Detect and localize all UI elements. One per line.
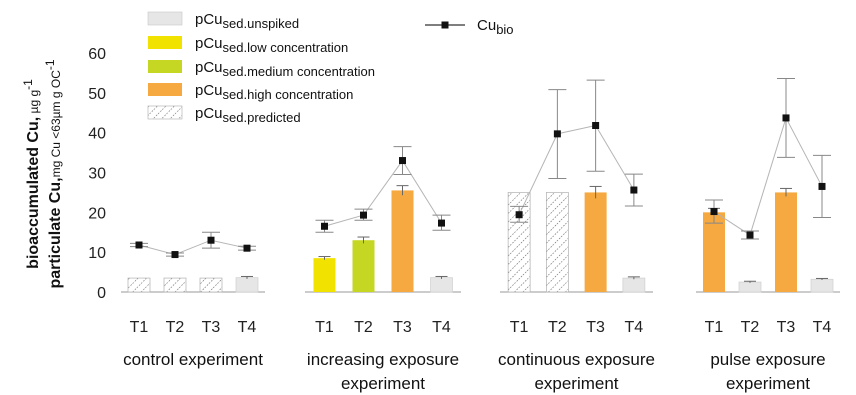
bar-high [703, 212, 725, 292]
legend-item-medium: pCused.medium concentration [148, 59, 375, 79]
y-axis-label-line1: bioaccumulated Cu, µg g-1 [21, 79, 42, 269]
cubio-line [138, 239, 248, 256]
cubio-marker [515, 211, 523, 219]
x-tick-label: T4 [238, 319, 257, 336]
cubio-marker [243, 244, 251, 252]
bar-unspiked [810, 278, 834, 293]
x-tick-label: T2 [741, 319, 760, 336]
bar-predicted [127, 277, 151, 293]
legend-swatch-medium [148, 60, 182, 73]
y-tick-label: 40 [88, 126, 106, 143]
bar-high [584, 192, 607, 292]
y-axis-label: bioaccumulated Cu, µg g-1 particulate Cu… [21, 59, 64, 288]
x-tick-label: T1 [510, 319, 529, 336]
y-axis: 0 10 20 30 40 50 60 [88, 46, 106, 302]
cubio-marker [171, 251, 179, 259]
legend: pCused.unspiked pCused.low concentration… [147, 11, 514, 125]
legend-item-high: pCused.high concentration [148, 82, 353, 102]
bar-predicted [199, 277, 223, 293]
x-tick-label: T2 [354, 319, 373, 336]
plot-area: T1 T2 T3 T4 control experiment T1 T2 T3 T4 increa… [121, 77, 840, 393]
x-tick-label: T1 [130, 319, 149, 336]
legend-marker-cubio [441, 21, 449, 29]
y-tick-label: 50 [88, 86, 106, 103]
cubio-marker [818, 182, 826, 190]
cubio-line [713, 116, 823, 236]
cubio-marker [746, 231, 754, 239]
bar-predicted [507, 192, 531, 293]
cubio-line [518, 124, 635, 215]
x-tick-label: T2 [548, 319, 567, 336]
cubio-marker [592, 121, 600, 129]
group-label-line2: experiment [341, 374, 425, 393]
group-3: T1 T2 T3 T4 pulse exposure experiment [696, 77, 840, 393]
x-tick-label: T3 [586, 319, 605, 336]
x-tick-label: T1 [315, 319, 334, 336]
x-tick-label: T3 [777, 319, 796, 336]
bar-unspiked [430, 277, 453, 293]
group-label-line2: experiment [534, 374, 618, 393]
legend-swatch-low [148, 36, 182, 49]
cubio-marker [135, 241, 143, 249]
legend-label-medium: pCused.medium concentration [195, 59, 375, 79]
y-tick-label: 60 [88, 46, 106, 63]
group-1: T1 T2 T3 T4 increasing exposure experiment [305, 146, 461, 393]
cubio-marker [399, 157, 406, 165]
legend-swatch-predicted [147, 105, 183, 120]
bar-high [775, 192, 797, 292]
cubio-line [324, 159, 442, 227]
group-2: T1 T2 T3 T4 continuous exposure experiment [498, 79, 655, 393]
group-label-line1: control experiment [123, 350, 263, 369]
legend-item-cubio: Cubio [425, 17, 514, 37]
legend-label-unspiked: pCused.unspiked [195, 11, 299, 31]
bar-predicted [163, 277, 187, 293]
cubio-marker [321, 222, 328, 230]
group-label-line1: pulse exposure [710, 350, 825, 369]
group-0: T1 T2 T3 T4 control experiment [121, 231, 265, 369]
y-tick-label: 10 [88, 245, 106, 262]
bar-high [391, 190, 414, 292]
legend-label-predicted: pCused.predicted [195, 105, 301, 125]
legend-item-predicted: pCused.predicted [147, 105, 301, 125]
x-tick-label: T2 [166, 319, 185, 336]
y-tick-label: 20 [88, 205, 106, 222]
cubio-marker [207, 236, 215, 244]
bar-low [313, 258, 336, 292]
y-tick-label: 0 [97, 285, 106, 302]
group-label-line1: increasing exposure [307, 350, 459, 369]
cubio-marker [782, 114, 790, 122]
x-tick-label: T3 [202, 319, 221, 336]
group-label-line1: continuous exposure [498, 350, 655, 369]
cubio-marker [710, 208, 718, 216]
cubio-marker [630, 186, 638, 194]
legend-label-high: pCused.high concentration [195, 82, 353, 102]
cubio-marker [438, 219, 445, 227]
bar-predicted [546, 192, 569, 293]
x-tick-label: T4 [813, 319, 832, 336]
x-tick-label: T3 [393, 319, 412, 336]
x-tick-label: T1 [705, 319, 724, 336]
bar-medium [352, 240, 375, 292]
legend-swatch-unspiked [147, 11, 183, 26]
cubio-marker [553, 130, 561, 138]
legend-swatch-high [148, 83, 182, 96]
cubio-marker [360, 211, 367, 219]
x-tick-label: T4 [625, 319, 644, 336]
legend-item-low: pCused.low concentration [148, 35, 348, 55]
legend-item-unspiked: pCused.unspiked [147, 11, 299, 31]
y-tick-label: 30 [88, 166, 106, 183]
bar-unspiked [235, 277, 259, 293]
legend-label-cubio: Cubio [477, 17, 514, 37]
y-axis-label-line2: particulate Cu,mg Cu <63µm g OC-1 [43, 59, 64, 288]
bar-unspiked [622, 277, 646, 293]
group-label-line2: experiment [726, 374, 810, 393]
x-tick-label: T4 [432, 319, 451, 336]
bar-unspiked [738, 281, 762, 293]
legend-label-low: pCused.low concentration [195, 35, 348, 55]
